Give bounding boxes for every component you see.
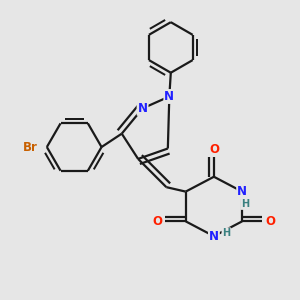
Text: O: O	[152, 215, 162, 228]
Text: O: O	[266, 215, 276, 228]
Text: H: H	[222, 228, 230, 238]
Text: N: N	[138, 102, 148, 115]
Text: O: O	[209, 142, 219, 156]
Text: N: N	[164, 90, 174, 103]
Text: Br: Br	[23, 140, 38, 154]
Text: H: H	[241, 199, 249, 209]
Text: N: N	[237, 185, 247, 198]
Text: N: N	[209, 230, 219, 243]
